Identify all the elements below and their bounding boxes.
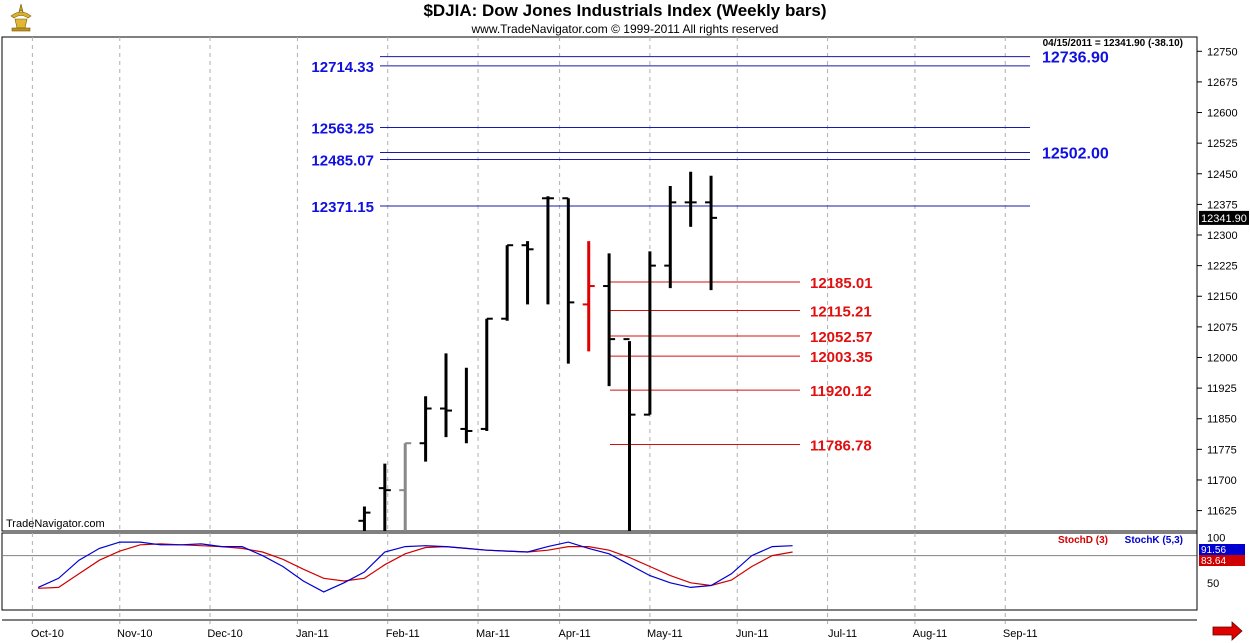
- x-tick-label: Dec-10: [207, 628, 242, 640]
- x-tick-label: Aug-11: [913, 628, 948, 640]
- resistance-label: 12371.15: [311, 199, 374, 216]
- price-levels: 12736.90 12714.33 12563.25 12502.00 12485.07…: [311, 50, 1108, 455]
- ohlc-bar: [603, 253, 616, 387]
- resistance-label: 12563.25: [311, 121, 374, 138]
- support-label: 12115.21: [810, 303, 872, 320]
- ohlc-bar: [378, 463, 391, 531]
- chart-subtitle: www.TradeNavigator.com © 1999-2011 All r…: [471, 22, 779, 36]
- x-tick-label: Nov-10: [117, 628, 152, 640]
- ohlc-bar: [439, 353, 452, 438]
- support-label: 12003.35: [810, 349, 873, 366]
- legend-stochK: StochK (5,3): [1125, 535, 1183, 546]
- stochK-value: 91.56: [1201, 545, 1226, 556]
- x-tick-label: Sep-11: [1003, 628, 1038, 640]
- ohlc-bar: [419, 396, 432, 462]
- stochK-value-tag: [1199, 544, 1245, 555]
- y-tick-label: 12075: [1207, 322, 1238, 334]
- support-label: 11786.78: [810, 438, 872, 455]
- chart-title: $DJIA: Dow Jones Industrials Index (Week…: [423, 1, 827, 20]
- stoch-y-tick-label: 50: [1207, 578, 1219, 590]
- x-tick-label: May-11: [647, 628, 683, 640]
- support-label: 11920.12: [810, 383, 872, 400]
- y-tick-label: 12000: [1207, 352, 1238, 364]
- y-tick-label: 12600: [1207, 108, 1238, 120]
- ohlc-bar: [460, 367, 473, 444]
- ohlc-bar: [480, 317, 493, 431]
- x-tick-label: Mar-11: [476, 628, 510, 640]
- x-tick-label: Jan-11: [296, 628, 329, 640]
- stochD-value: 83.64: [1201, 556, 1226, 567]
- ohlc-bar: [358, 506, 371, 531]
- x-tick-label: Jun-11: [736, 628, 769, 640]
- ohlc-bar: [501, 244, 514, 321]
- axes: Oct-10 Nov-10 Dec-10 Jan-11 Feb-11 Mar-11 Apr-…: [6, 37, 1249, 641]
- y-tick-label: 11850: [1207, 414, 1237, 426]
- resistance-label: 12714.33: [311, 59, 374, 76]
- resistance-label: 12736.90: [1042, 50, 1109, 67]
- y-tick-label: 12750: [1207, 46, 1238, 58]
- y-tick-label: 12300: [1207, 230, 1238, 242]
- ohlc-bar: [643, 251, 656, 416]
- price-panel-frame: [1, 36, 1198, 532]
- x-tick-label: Oct-10: [31, 628, 64, 640]
- y-tick-label: 12525: [1207, 138, 1238, 150]
- price-readout: 04/15/2011 = 12341.90 (-38.10): [1043, 38, 1183, 49]
- x-tick-label: Jul-11: [828, 628, 857, 640]
- stochD-value-tag: [1199, 555, 1245, 566]
- price-bars: [358, 171, 718, 531]
- watermark-text: TradeNavigator.com: [6, 518, 105, 530]
- stoch-y-tick-label: 100: [1207, 533, 1225, 545]
- y-tick-label: 11625: [1207, 506, 1237, 518]
- support-label: 12185.01: [810, 275, 873, 292]
- ohlc-bar: [684, 171, 697, 227]
- resistance-label: 12485.07: [311, 152, 374, 169]
- trade-navigator-logo-icon: [6, 2, 36, 32]
- legend-stochD: StochD (3): [1058, 535, 1108, 546]
- ohlc-bar: [623, 338, 636, 531]
- ohlc-bar: [582, 241, 595, 352]
- y-tick-label: 12450: [1207, 169, 1238, 181]
- y-tick-label: 11925: [1207, 383, 1237, 395]
- grid: [1, 36, 1198, 624]
- ohlc-bar: [705, 175, 718, 291]
- y-tick-label: 12675: [1207, 77, 1238, 89]
- stochK-line: [37, 541, 793, 593]
- y-tick-label: 12225: [1207, 261, 1238, 273]
- current-price-tag: [1199, 210, 1249, 225]
- ohlc-bar: [562, 197, 575, 364]
- resistance-label: 12502.00: [1042, 146, 1109, 163]
- ohlc-bar: [399, 442, 412, 531]
- current-price-label: 12341.90: [1201, 213, 1247, 225]
- x-tick-label: Feb-11: [386, 628, 420, 640]
- stochD-line: [38, 543, 793, 589]
- ohlc-bar: [521, 241, 534, 305]
- y-tick-label: 12150: [1207, 291, 1238, 303]
- support-label: 12052.57: [810, 329, 873, 346]
- y-tick-label: 11700: [1207, 475, 1237, 487]
- x-tick-label: Apr-11: [558, 628, 590, 640]
- scroll-right-arrow-icon: [1212, 621, 1243, 641]
- ohlc-bar: [664, 186, 677, 289]
- ohlc-bar: [541, 196, 554, 305]
- y-tick-label: 12375: [1207, 199, 1238, 211]
- y-tick-label: 11775: [1207, 444, 1237, 456]
